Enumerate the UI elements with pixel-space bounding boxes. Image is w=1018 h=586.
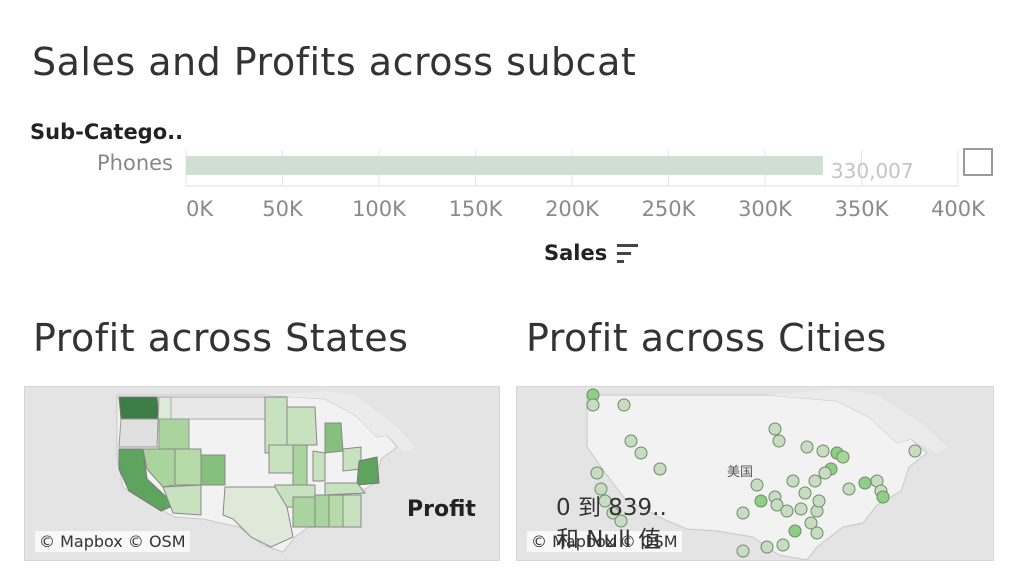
map-attribution[interactable]: © Mapbox © OSM [35,531,190,552]
city-marker[interactable] [808,474,822,488]
city-marker[interactable] [750,478,764,492]
cities-map-title: Profit across Cities [526,316,887,360]
cities-map[interactable]: © Mapbox © OSM [516,386,994,561]
state-iowa[interactable] [268,444,294,474]
city-marker[interactable] [617,398,631,412]
states-map[interactable]: © Mapbox © OSM Profit [24,386,500,561]
city-marker[interactable] [876,490,890,504]
state-arizona[interactable] [162,484,202,516]
x-tick-label: 50K [262,197,304,221]
profit-legend-title: Profit [407,497,476,522]
x-tick-label: 350K [835,197,890,221]
category-label[interactable]: Phones [97,151,173,175]
legend-null-label: 和 Null 值 [556,527,662,553]
x-tick-label: 100K [352,197,407,221]
legend-range-label: 0 到 839.. [556,495,667,521]
sales-bar[interactable] [186,156,823,175]
chart-bars: 330,007 [186,156,914,183]
city-marker[interactable] [590,466,604,480]
sales-bar-chart: 330,007 0K 50K 100K 150K 200K 250K 300K 350K 400… [97,148,993,221]
states-map-canvas [25,387,499,560]
checkbox-icon[interactable] [963,148,993,176]
sales-axis-title[interactable]: Sales [544,241,608,265]
city-marker[interactable] [614,514,628,528]
state-virginia[interactable] [356,456,380,486]
city-marker[interactable] [606,506,620,520]
city-marker[interactable] [594,482,608,496]
city-marker[interactable] [760,540,774,554]
state-georgia[interactable] [342,494,362,528]
city-marker[interactable] [780,504,794,518]
state-arkansas-louisiana[interactable] [292,496,316,528]
city-marker[interactable] [634,446,648,460]
x-tick-label: 400K [931,197,986,221]
city-marker[interactable] [768,422,782,436]
state-michigan[interactable] [324,422,344,454]
state-utah[interactable] [174,448,202,486]
chart-tick-labels: 0K 50K 100K 150K 200K 250K 300K 350K 400K Phones [97,151,986,221]
x-tick-label: 0K [186,197,214,221]
city-marker[interactable] [842,482,856,496]
city-marker[interactable] [794,502,808,516]
city-marker[interactable] [798,486,812,500]
state-mississippi[interactable] [314,494,330,528]
state-alabama[interactable] [328,494,344,528]
sort-descending-icon[interactable] [617,243,639,265]
city-marker[interactable] [624,434,638,448]
dashboard-title: Sales and Profits across subcat [32,40,637,84]
city-marker[interactable] [836,450,850,464]
city-marker[interactable] [586,398,600,412]
state-colorado[interactable] [200,454,226,486]
city-marker[interactable] [812,494,826,508]
subcategory-column-header[interactable]: Sub-Catego.. [30,120,184,144]
state-texas[interactable] [222,486,294,548]
city-marker[interactable] [908,444,922,458]
state-idaho-region[interactable] [158,418,190,450]
state-nevada[interactable] [142,448,176,488]
x-tick-label: 250K [642,197,697,221]
city-marker[interactable] [816,444,830,458]
state-indiana[interactable] [312,450,326,482]
x-tick-label: 200K [545,197,600,221]
city-marker[interactable] [804,516,818,530]
city-marker[interactable] [653,462,667,476]
state-tennessee[interactable] [324,482,367,496]
cities-map-canvas [517,387,993,560]
bar-data-label: 330,007 [831,159,914,183]
city-marker[interactable] [776,538,790,552]
city-marker[interactable] [818,466,832,480]
state-oregon[interactable] [118,418,160,448]
city-marker[interactable] [786,474,800,488]
city-marker[interactable] [810,526,824,540]
map-attribution[interactable]: © Mapbox © OSM [527,531,682,552]
country-label: 美国 [727,465,754,480]
city-marker[interactable] [772,434,786,448]
states-map-title: Profit across States [33,316,409,360]
city-marker[interactable] [754,494,768,508]
city-markers [586,388,922,558]
city-marker[interactable] [858,476,872,490]
city-marker[interactable] [736,544,750,558]
city-marker[interactable] [598,494,612,508]
x-tick-label: 150K [449,197,504,221]
state-wisconsin[interactable] [286,406,318,446]
city-marker[interactable] [770,498,784,512]
state-washington[interactable] [118,396,160,420]
x-tick-label: 300K [738,197,793,221]
city-marker[interactable] [800,440,814,454]
city-marker[interactable] [788,524,802,538]
city-marker[interactable] [736,506,750,520]
state-montana[interactable] [170,396,266,420]
state-illinois[interactable] [292,444,308,488]
